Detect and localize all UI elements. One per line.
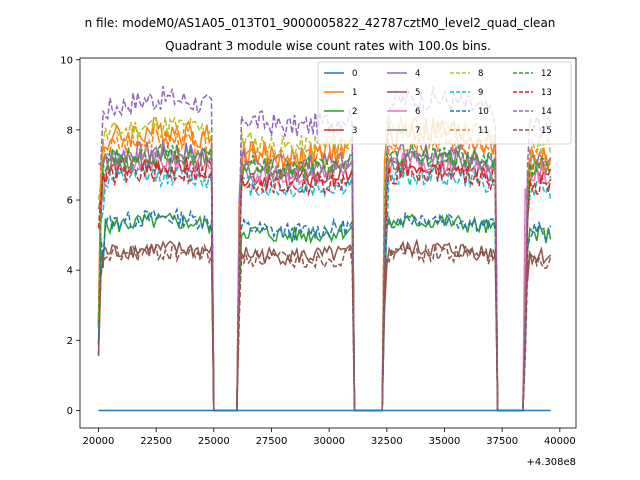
- legend-label: 8: [478, 69, 483, 79]
- x-tick-label: 22500: [140, 436, 172, 447]
- x-tick-label: 35000: [429, 436, 461, 447]
- plot-frame: [79, 57, 577, 429]
- series-line-15: [97, 242, 552, 412]
- series-line-11: [97, 127, 552, 412]
- y-tick-label: 8: [67, 125, 73, 136]
- legend-label: 2: [352, 107, 357, 117]
- legend-label: 12: [541, 69, 552, 79]
- series-line-13: [97, 161, 552, 412]
- legend-label: 5: [415, 88, 420, 98]
- legend-label: 13: [541, 88, 552, 98]
- x-tick-label: 40000: [544, 436, 576, 447]
- chart-title: Quadrant 3 module wise count rates with …: [165, 39, 491, 53]
- legend-label: 4: [415, 69, 420, 79]
- y-tick-label: 4: [67, 266, 73, 277]
- x-offset-label: +4.308e8: [526, 457, 576, 468]
- y-tick-label: 10: [60, 55, 73, 66]
- x-tick-label: 37500: [486, 436, 518, 447]
- legend-label: 9: [478, 88, 483, 98]
- x-axis: 20000 22500 25000 27500 30000 32500 35000 37500…: [83, 428, 576, 447]
- x-tick-label: 30000: [313, 436, 345, 447]
- legend-label: 15: [541, 126, 552, 136]
- legend-label: 14: [541, 107, 552, 117]
- x-tick-label: 20000: [83, 436, 115, 447]
- legend-label: 6: [415, 107, 420, 117]
- series-line-10: [97, 206, 552, 412]
- series-line-12: [97, 141, 552, 412]
- legend-label: 7: [415, 126, 420, 136]
- y-tick-label: 0: [67, 406, 73, 417]
- x-tick-label: 32500: [371, 436, 403, 447]
- legend-label: 3: [352, 126, 357, 136]
- y-tick-label: 2: [67, 336, 73, 347]
- y-tick-label: 6: [67, 196, 73, 207]
- x-tick-label: 27500: [256, 436, 288, 447]
- series-layer: [97, 85, 552, 412]
- x-tick-label: 25000: [198, 436, 230, 447]
- y-axis: 0 2 4 6 8 10: [60, 55, 80, 417]
- figure-suptitle: n file: modeM0/AS1A05_013T01_9000005822_…: [85, 16, 556, 30]
- legend-box: [317, 61, 572, 145]
- legend-label: 1: [352, 88, 357, 98]
- legend-label: 0: [352, 69, 357, 79]
- legend-label: 10: [478, 107, 489, 117]
- legend-label: 11: [478, 126, 489, 136]
